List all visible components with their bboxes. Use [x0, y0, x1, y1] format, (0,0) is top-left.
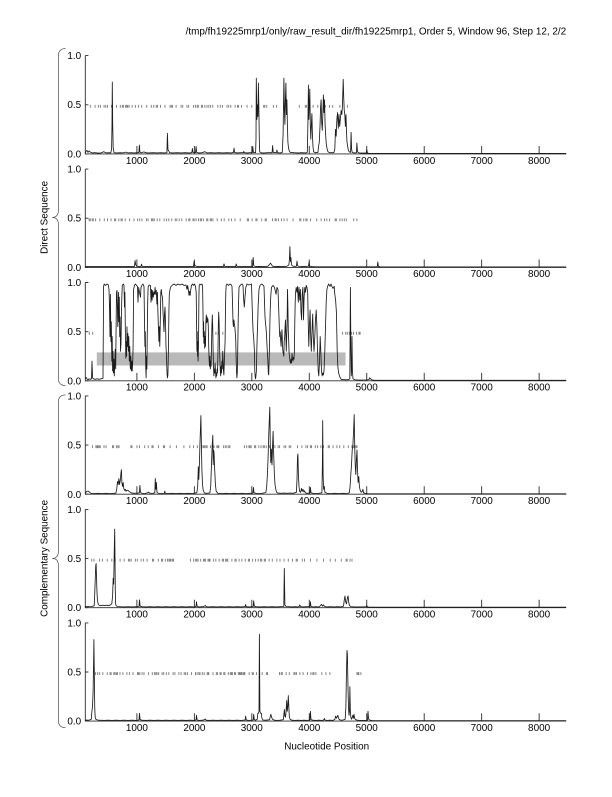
svg-text:1000: 1000	[126, 383, 149, 394]
svg-text:1000: 1000	[126, 156, 149, 167]
svg-text:2000: 2000	[183, 383, 206, 394]
svg-text:8000: 8000	[528, 496, 551, 507]
svg-text:6000: 6000	[413, 496, 436, 507]
svg-text:2000: 2000	[183, 269, 206, 280]
svg-text:7000: 7000	[471, 496, 494, 507]
svg-text:1000: 1000	[126, 610, 149, 621]
svg-text:8000: 8000	[528, 383, 551, 394]
svg-text:0.0: 0.0	[67, 490, 81, 501]
svg-text:4000: 4000	[298, 383, 321, 394]
svg-text:4000: 4000	[298, 156, 321, 167]
svg-text:7000: 7000	[471, 156, 494, 167]
svg-text:8000: 8000	[528, 156, 551, 167]
svg-text:0.5: 0.5	[67, 668, 81, 679]
svg-text:Direct Sequence: Direct Sequence	[40, 180, 51, 254]
svg-text:1.0: 1.0	[67, 391, 81, 402]
svg-text:3000: 3000	[241, 496, 264, 507]
svg-text:5000: 5000	[356, 269, 379, 280]
svg-text:5000: 5000	[356, 156, 379, 167]
svg-text:0.0: 0.0	[67, 376, 81, 387]
svg-text:0.5: 0.5	[67, 441, 81, 452]
svg-text:3000: 3000	[241, 610, 264, 621]
svg-text:4000: 4000	[298, 269, 321, 280]
svg-text:6000: 6000	[413, 269, 436, 280]
svg-text:0.0: 0.0	[67, 717, 81, 728]
svg-text:7000: 7000	[471, 610, 494, 621]
svg-text:0.0: 0.0	[67, 603, 81, 614]
svg-text:1000: 1000	[126, 723, 149, 734]
svg-text:8000: 8000	[528, 723, 551, 734]
svg-text:2000: 2000	[183, 496, 206, 507]
svg-text:3000: 3000	[241, 723, 264, 734]
svg-text:6000: 6000	[413, 610, 436, 621]
svg-text:1000: 1000	[126, 269, 149, 280]
svg-text:1.0: 1.0	[67, 278, 81, 289]
svg-text:4000: 4000	[298, 496, 321, 507]
svg-text:3000: 3000	[241, 269, 264, 280]
svg-text:0.5: 0.5	[67, 100, 81, 111]
svg-text:0.5: 0.5	[67, 214, 81, 225]
svg-text:2000: 2000	[183, 723, 206, 734]
svg-text:Complementary Sequence: Complementary Sequence	[40, 499, 51, 616]
svg-text:0.5: 0.5	[67, 554, 81, 565]
svg-text:7000: 7000	[471, 723, 494, 734]
svg-text:8000: 8000	[528, 610, 551, 621]
svg-text:5000: 5000	[356, 383, 379, 394]
svg-text:2000: 2000	[183, 610, 206, 621]
svg-text:4000: 4000	[298, 610, 321, 621]
svg-text:2000: 2000	[183, 156, 206, 167]
svg-text:6000: 6000	[413, 156, 436, 167]
svg-text:6000: 6000	[413, 723, 436, 734]
svg-text:6000: 6000	[413, 383, 436, 394]
svg-text:7000: 7000	[471, 383, 494, 394]
svg-text:4000: 4000	[298, 723, 321, 734]
svg-text:7000: 7000	[471, 269, 494, 280]
svg-text:3000: 3000	[241, 383, 264, 394]
svg-text:3000: 3000	[241, 156, 264, 167]
svg-text:8000: 8000	[528, 269, 551, 280]
svg-text:5000: 5000	[356, 610, 379, 621]
svg-text:0.0: 0.0	[67, 263, 81, 274]
svg-text:1.0: 1.0	[67, 51, 81, 62]
svg-text:1000: 1000	[126, 496, 149, 507]
svg-text:1.0: 1.0	[67, 618, 81, 629]
svg-text:5000: 5000	[356, 496, 379, 507]
svg-text:5000: 5000	[356, 723, 379, 734]
svg-text:0.5: 0.5	[67, 327, 81, 338]
svg-text:0.0: 0.0	[67, 149, 81, 160]
svg-text:/tmp/fh19225mrp1/only/raw_resu: /tmp/fh19225mrp1/only/raw_result_dir/fh1…	[186, 27, 567, 38]
svg-text:1.0: 1.0	[67, 165, 81, 176]
svg-text:1.0: 1.0	[67, 505, 81, 516]
svg-text:Nucleotide Position: Nucleotide Position	[284, 741, 369, 752]
